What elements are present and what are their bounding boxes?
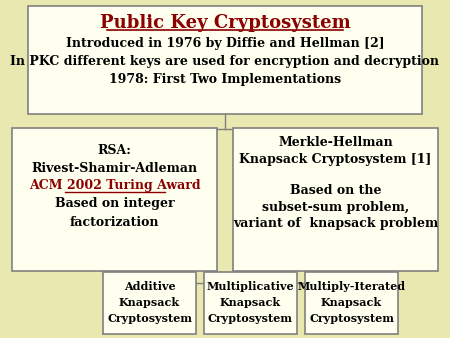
Text: Merkle-Hellman: Merkle-Hellman <box>278 137 393 149</box>
Text: factorization: factorization <box>70 216 159 228</box>
FancyBboxPatch shape <box>305 272 398 334</box>
FancyBboxPatch shape <box>103 272 196 334</box>
Text: Knapsack Cryptosystem [1]: Knapsack Cryptosystem [1] <box>239 152 432 166</box>
Text: Public Key Cryptosystem: Public Key Cryptosystem <box>99 14 351 32</box>
Text: In PKC different keys are used for encryption and decryption: In PKC different keys are used for encry… <box>10 55 440 69</box>
Text: subset-sum problem,: subset-sum problem, <box>262 200 409 214</box>
Text: ACM 2002 Turing Award: ACM 2002 Turing Award <box>29 179 200 193</box>
Text: 1978: First Two Implementations: 1978: First Two Implementations <box>109 73 341 87</box>
Text: RSA:: RSA: <box>98 144 131 156</box>
Text: Based on the: Based on the <box>290 185 381 197</box>
Text: Multiply-Iterated: Multiply-Iterated <box>297 281 405 291</box>
Text: Knapsack: Knapsack <box>321 296 382 308</box>
Text: Cryptosystem: Cryptosystem <box>309 313 394 323</box>
FancyBboxPatch shape <box>28 6 422 114</box>
Text: variant of  knapsack problem: variant of knapsack problem <box>233 217 438 230</box>
Text: Rivest-Shamir-Adleman: Rivest-Shamir-Adleman <box>32 162 198 174</box>
Text: Knapsack: Knapsack <box>220 296 281 308</box>
Text: Cryptosystem: Cryptosystem <box>208 313 293 323</box>
Text: Multiplicative: Multiplicative <box>207 281 294 291</box>
Text: Additive: Additive <box>124 281 176 291</box>
Text: Cryptosystem: Cryptosystem <box>107 313 192 323</box>
Text: Based on integer: Based on integer <box>55 197 174 211</box>
Text: Introduced in 1976 by Diffie and Hellman [2]: Introduced in 1976 by Diffie and Hellman… <box>66 38 384 50</box>
Text: Knapsack: Knapsack <box>119 296 180 308</box>
FancyBboxPatch shape <box>233 128 438 271</box>
FancyBboxPatch shape <box>12 128 217 271</box>
FancyBboxPatch shape <box>204 272 297 334</box>
